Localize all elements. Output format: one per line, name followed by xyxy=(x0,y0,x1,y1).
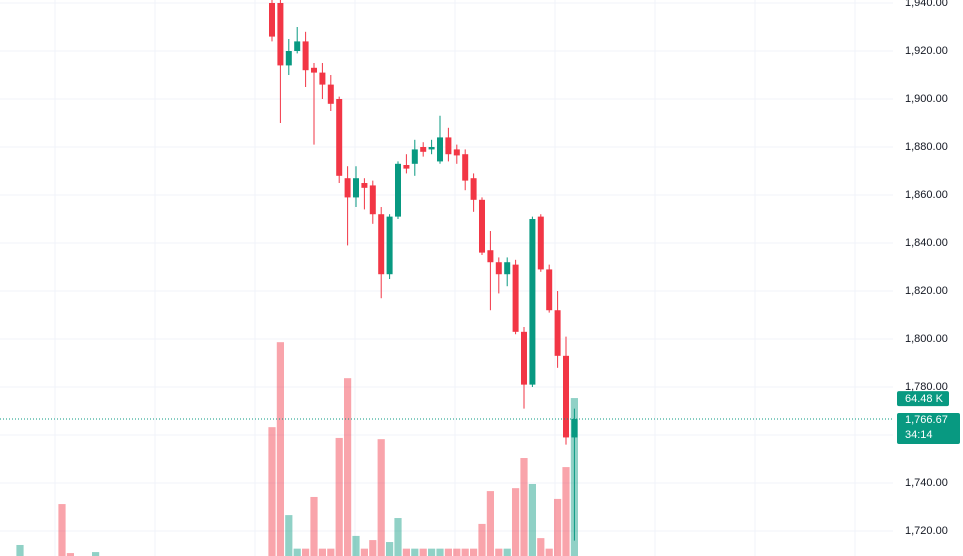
candle-body xyxy=(529,219,536,385)
candle-body xyxy=(403,165,410,169)
candle-body xyxy=(462,154,469,181)
volume-bar xyxy=(554,498,562,556)
candle-body xyxy=(512,264,519,332)
candle-body xyxy=(319,72,326,85)
candle-body xyxy=(470,178,477,200)
y-tick-label: 1,900.00 xyxy=(905,93,948,105)
volume-bar xyxy=(276,342,284,556)
countdown-label: 34:14 xyxy=(905,429,933,441)
volume-bar xyxy=(453,548,461,556)
volume-bar xyxy=(512,488,520,556)
volume-bar xyxy=(444,548,452,556)
candle-body xyxy=(277,3,284,66)
volume-bar xyxy=(419,548,427,556)
candle-body xyxy=(386,216,393,275)
volume-bar xyxy=(360,548,368,556)
volume-bar xyxy=(310,496,318,556)
candle-body xyxy=(537,216,544,270)
y-tick-label: 1,940.00 xyxy=(905,0,948,9)
candle-body xyxy=(361,183,368,188)
volume-bar xyxy=(293,548,301,556)
candle-body xyxy=(554,310,561,356)
volume-bar xyxy=(461,548,469,556)
volume-bar xyxy=(352,535,360,556)
volume-bar xyxy=(318,548,326,556)
volume-bar xyxy=(285,515,293,556)
y-tick-label: 1,740.00 xyxy=(905,477,948,489)
candle-body xyxy=(327,84,334,104)
candle-body xyxy=(353,178,359,198)
candle-body xyxy=(369,185,376,215)
volume-bar xyxy=(436,548,444,556)
candle-body xyxy=(487,250,494,263)
volume-bar xyxy=(528,483,536,556)
volume-bar xyxy=(503,548,511,556)
volume-bar xyxy=(58,504,66,556)
volume-bar xyxy=(327,548,335,556)
volume-bar xyxy=(386,542,394,556)
candle-body xyxy=(269,3,275,37)
y-tick-label: 1,800.00 xyxy=(905,333,948,345)
volume-bar xyxy=(537,538,545,556)
volume-bar xyxy=(369,540,377,556)
candle-body xyxy=(285,51,292,66)
y-tick-label: 1,880.00 xyxy=(905,141,948,153)
last-price-label: 1,766.67 xyxy=(905,414,948,426)
y-tick-label: 1,820.00 xyxy=(905,285,948,297)
last-price-box xyxy=(897,413,960,445)
volume-bar xyxy=(377,439,385,556)
candle-body xyxy=(336,99,343,176)
volume-bar xyxy=(545,548,553,556)
candle-body xyxy=(311,67,317,73)
candle-body xyxy=(571,419,578,438)
candle-body xyxy=(395,163,401,217)
volume-bar xyxy=(344,378,352,556)
volume-bar xyxy=(495,548,503,556)
volume-bar xyxy=(268,427,276,556)
candle-body xyxy=(428,147,435,150)
volume-bar xyxy=(16,544,24,556)
volume-bar xyxy=(92,552,100,556)
volume-bar xyxy=(470,548,478,556)
y-tick-label: 1,920.00 xyxy=(905,45,948,57)
y-tick-label: 1,780.00 xyxy=(905,381,948,393)
price-axis xyxy=(893,0,963,556)
candle-body xyxy=(411,149,418,164)
candle-body xyxy=(437,137,443,162)
last-volume-label: 64.48 K xyxy=(905,393,944,405)
candle-body xyxy=(344,178,351,198)
volume-bar xyxy=(335,437,343,556)
candle-body xyxy=(563,355,569,438)
candle-body xyxy=(504,262,511,275)
candle-body xyxy=(479,199,485,253)
candle-body xyxy=(521,331,527,385)
y-tick-label: 1,840.00 xyxy=(905,237,948,249)
candle-body xyxy=(495,262,502,275)
volume-bar xyxy=(428,548,436,556)
y-tick-label: 1,860.00 xyxy=(905,189,948,201)
volume-bar xyxy=(394,518,402,556)
candle-body xyxy=(453,149,460,156)
candle-body xyxy=(445,137,452,155)
volume-bar xyxy=(402,548,410,556)
time-grid xyxy=(54,0,856,556)
candle-body xyxy=(546,269,553,311)
y-tick-label: 1,720.00 xyxy=(905,525,948,537)
volume-bar xyxy=(302,548,310,556)
candle-body xyxy=(302,41,309,71)
candle-body xyxy=(378,214,385,275)
volume-bar xyxy=(520,458,528,556)
candle-body xyxy=(420,147,427,152)
last-volume-box xyxy=(897,391,949,407)
volume-bar xyxy=(66,553,74,556)
volume-bar xyxy=(478,523,486,556)
volume-bar xyxy=(411,548,419,556)
volume-bar xyxy=(562,467,570,556)
volume-bar xyxy=(486,491,494,556)
candle-body xyxy=(294,41,301,52)
